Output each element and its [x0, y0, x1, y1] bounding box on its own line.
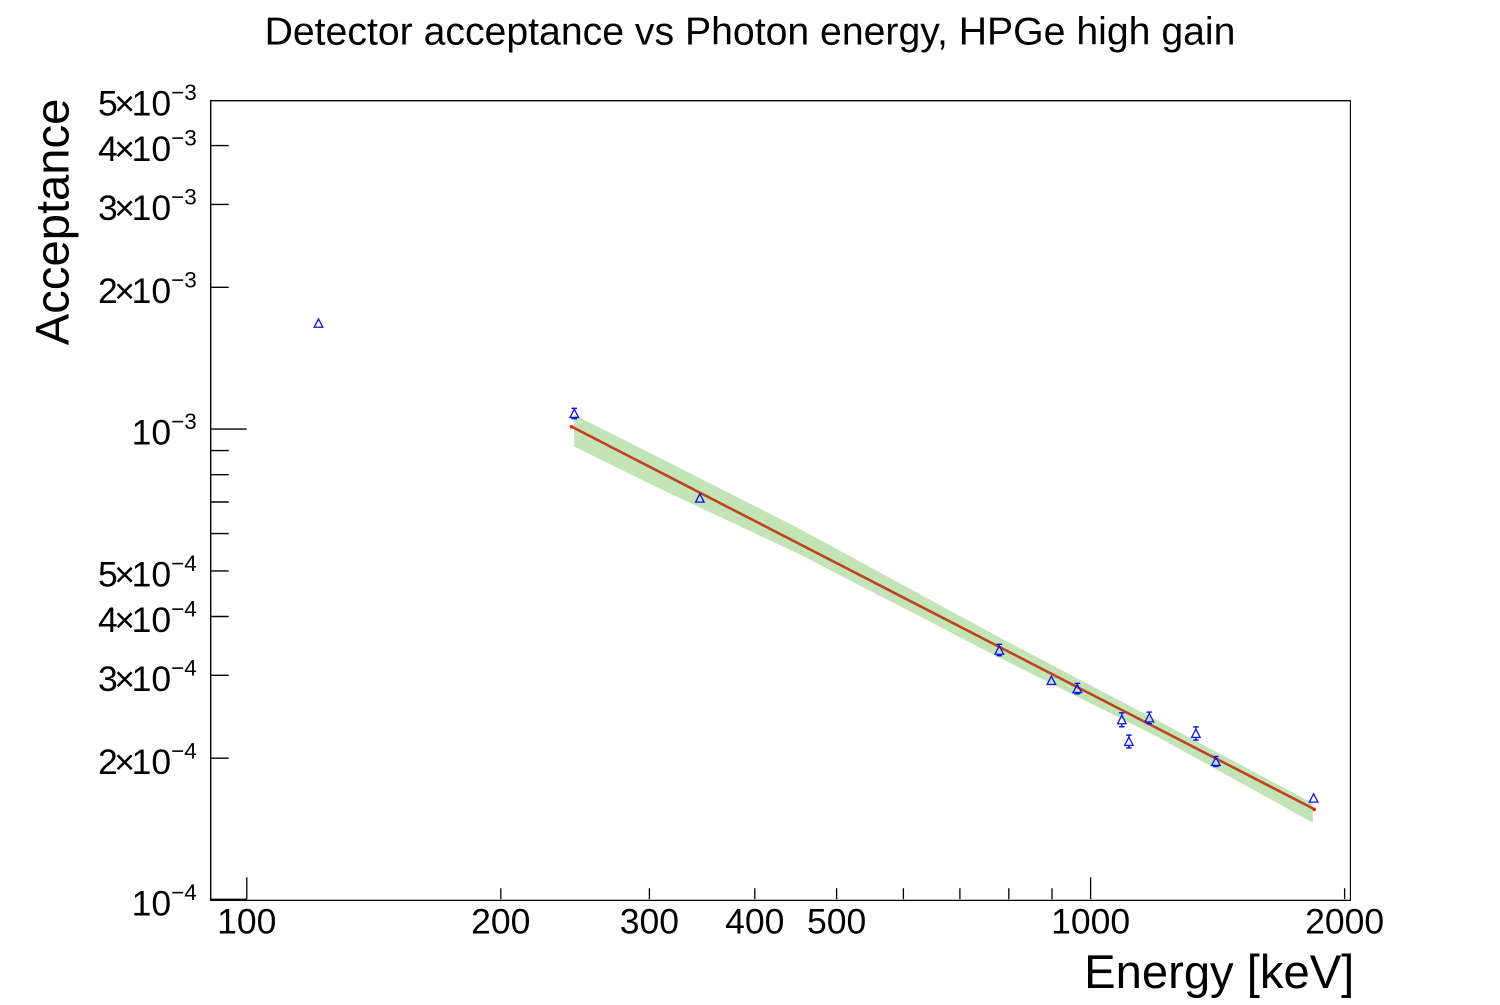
- svg-text:1000: 1000: [1051, 902, 1130, 942]
- svg-text:100: 100: [217, 902, 276, 942]
- svg-text:4×10−4: 4×10−4: [98, 597, 197, 641]
- svg-text:2×10−4: 2×10−4: [98, 738, 197, 782]
- svg-text:200: 200: [471, 902, 530, 942]
- svg-text:2000: 2000: [1305, 902, 1384, 942]
- svg-text:5×10−4: 5×10−4: [98, 551, 197, 595]
- svg-text:2×10−3: 2×10−3: [98, 267, 197, 311]
- svg-text:Detector acceptance vs Photon: Detector acceptance vs Photon energy, HP…: [265, 10, 1236, 53]
- svg-text:5×10−3: 5×10−3: [98, 80, 197, 124]
- svg-text:3×10−3: 3×10−3: [98, 185, 197, 229]
- svg-text:400: 400: [725, 902, 784, 942]
- svg-text:300: 300: [620, 902, 679, 942]
- svg-text:3×10−4: 3×10−4: [98, 655, 197, 699]
- svg-text:4×10−3: 4×10−3: [98, 126, 197, 170]
- svg-text:10−4: 10−4: [132, 880, 197, 924]
- svg-text:500: 500: [807, 902, 866, 942]
- svg-text:Energy [keV]: Energy [keV]: [1084, 946, 1354, 999]
- svg-text:10−3: 10−3: [132, 409, 197, 453]
- svg-text:Acceptance: Acceptance: [27, 99, 80, 346]
